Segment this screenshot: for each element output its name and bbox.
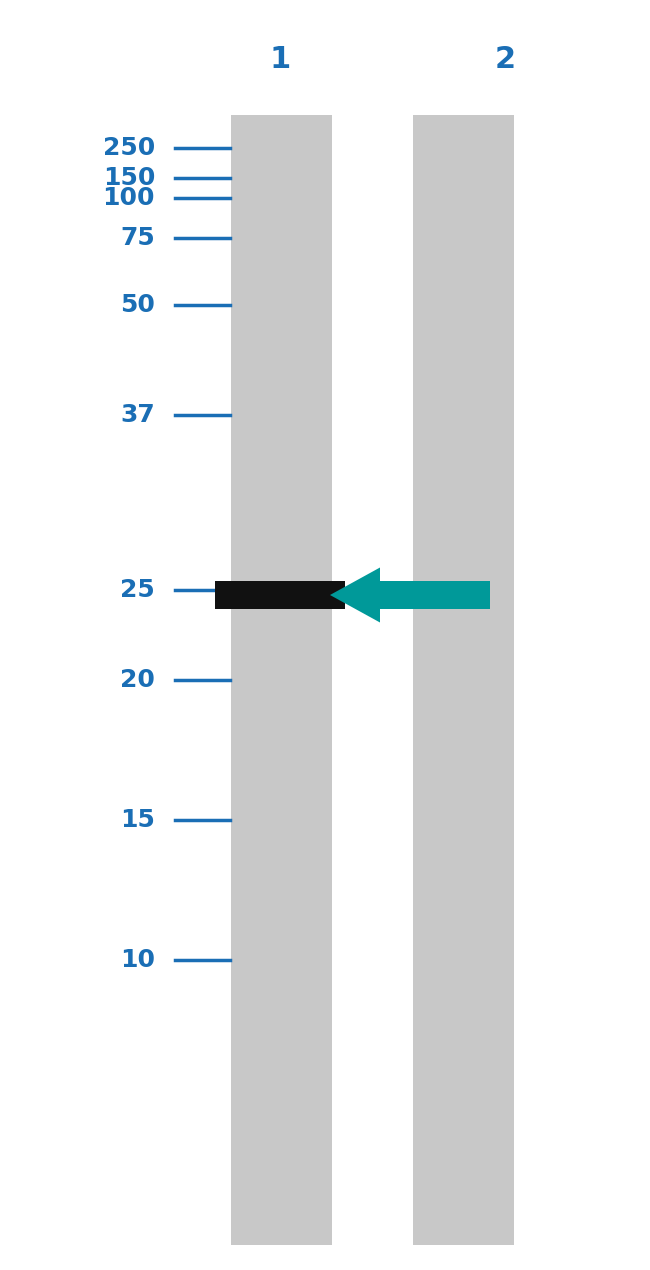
Text: 75: 75 [120, 226, 155, 250]
Text: 37: 37 [120, 403, 155, 427]
Text: 25: 25 [120, 578, 155, 602]
Text: 10: 10 [120, 947, 155, 972]
Text: 100: 100 [103, 185, 155, 210]
Text: 250: 250 [103, 136, 155, 160]
Text: 150: 150 [103, 166, 155, 190]
Text: 50: 50 [120, 293, 155, 318]
Bar [231, 116, 332, 1245]
Text: 1: 1 [269, 46, 291, 75]
Bar [413, 116, 514, 1245]
Text: 2: 2 [495, 46, 515, 75]
Bar [215, 580, 345, 610]
Polygon shape [330, 568, 490, 622]
Text: 20: 20 [120, 668, 155, 692]
Text: 15: 15 [120, 808, 155, 832]
